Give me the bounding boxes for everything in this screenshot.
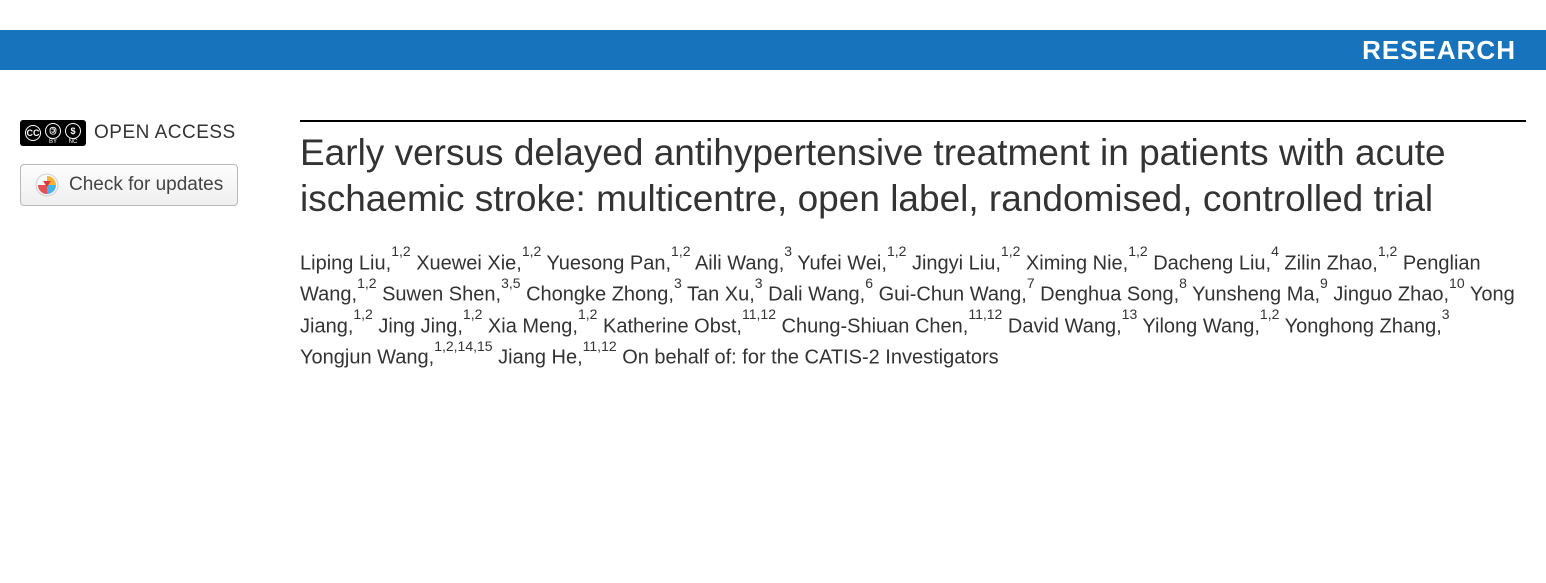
section-banner: RESEARCH bbox=[0, 30, 1546, 70]
check-updates-button[interactable]: Check for updates bbox=[20, 164, 238, 206]
article-header: Early versus delayed antihypertensive tr… bbox=[300, 120, 1526, 373]
banner-label: RESEARCH bbox=[1362, 35, 1516, 66]
open-access-label: OPEN ACCESS bbox=[94, 122, 236, 144]
crossmark-icon bbox=[35, 173, 59, 197]
left-column: CC 🄯BY $NC OPEN ACCESS Check for updates bbox=[20, 120, 300, 373]
article-title: Early versus delayed antihypertensive tr… bbox=[300, 130, 1526, 223]
author-list: Liping Liu,1,2 Xuewei Xie,1,2 Yuesong Pa… bbox=[300, 247, 1526, 374]
cc-license-icon: CC 🄯BY $NC bbox=[20, 120, 86, 146]
check-updates-label: Check for updates bbox=[69, 174, 223, 196]
content-wrap: CC 🄯BY $NC OPEN ACCESS Check for updates… bbox=[0, 120, 1546, 373]
open-access-row: CC 🄯BY $NC OPEN ACCESS bbox=[20, 120, 280, 146]
